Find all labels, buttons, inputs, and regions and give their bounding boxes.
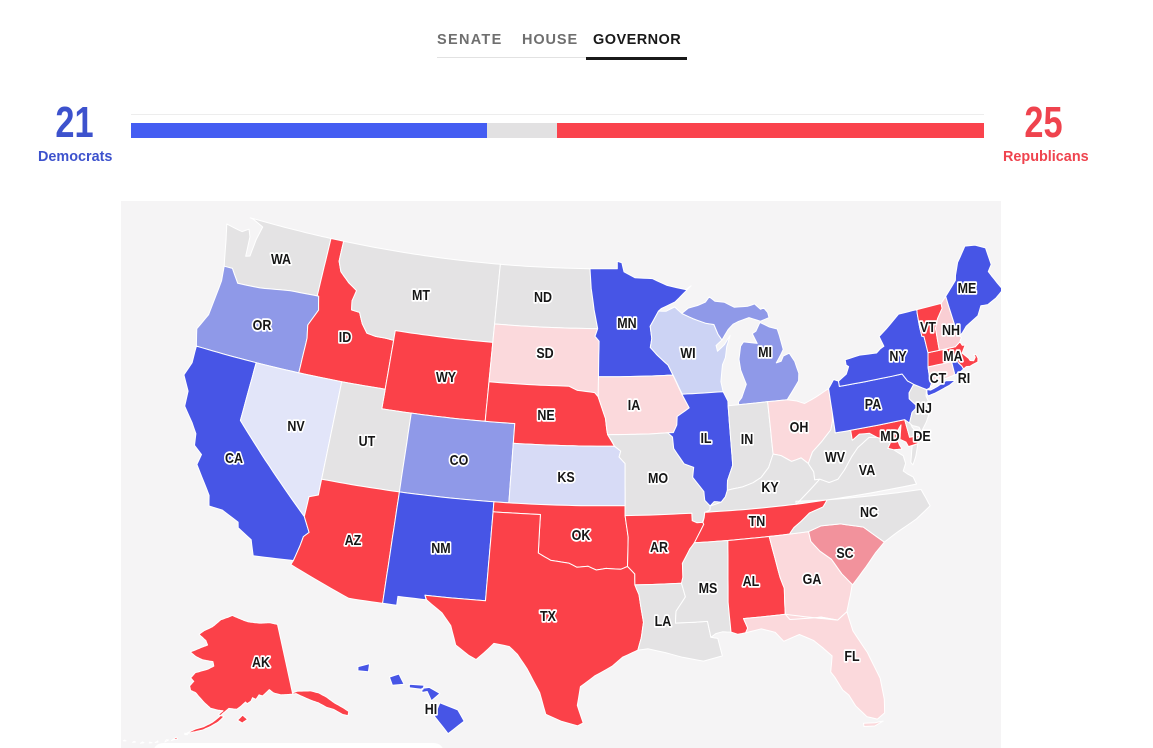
- svg-text:OR: OR: [253, 317, 272, 333]
- svg-text:NV: NV: [287, 418, 304, 434]
- svg-text:KS: KS: [557, 469, 574, 485]
- svg-text:GA: GA: [803, 571, 822, 587]
- svg-text:MS: MS: [699, 580, 718, 596]
- svg-text:AR: AR: [650, 539, 668, 555]
- svg-text:NH: NH: [942, 322, 960, 338]
- svg-text:LA: LA: [655, 613, 672, 629]
- svg-text:NJ: NJ: [916, 400, 932, 416]
- svg-text:WA: WA: [271, 251, 291, 267]
- svg-text:UT: UT: [359, 433, 376, 449]
- svg-text:CO: CO: [450, 452, 469, 468]
- svg-text:KY: KY: [761, 479, 778, 495]
- svg-text:IA: IA: [628, 397, 641, 413]
- svg-text:OK: OK: [572, 527, 591, 543]
- svg-text:SC: SC: [836, 545, 854, 561]
- svg-text:WY: WY: [436, 369, 456, 385]
- svg-text:RI: RI: [958, 370, 970, 386]
- svg-text:HI: HI: [425, 701, 437, 717]
- svg-text:MN: MN: [617, 315, 636, 331]
- svg-text:NC: NC: [860, 504, 878, 520]
- svg-text:MA: MA: [943, 348, 963, 364]
- svg-text:ME: ME: [958, 280, 977, 296]
- svg-text:ND: ND: [534, 289, 552, 305]
- svg-text:PA: PA: [865, 396, 882, 412]
- svg-text:MT: MT: [412, 287, 431, 303]
- svg-text:CA: CA: [225, 450, 243, 466]
- svg-text:IL: IL: [700, 430, 711, 446]
- svg-text:AZ: AZ: [345, 532, 362, 548]
- svg-text:OH: OH: [790, 419, 809, 435]
- svg-text:MI: MI: [758, 344, 772, 360]
- svg-text:NM: NM: [431, 540, 450, 556]
- svg-text:VA: VA: [859, 462, 876, 478]
- svg-text:MD: MD: [880, 428, 900, 444]
- svg-text:AK: AK: [252, 654, 270, 670]
- svg-text:NE: NE: [537, 407, 554, 423]
- svg-text:WI: WI: [680, 345, 695, 361]
- svg-text:DE: DE: [913, 428, 930, 444]
- svg-text:NY: NY: [889, 348, 906, 364]
- svg-text:CT: CT: [930, 370, 947, 386]
- svg-text:VT: VT: [920, 319, 937, 335]
- svg-text:MO: MO: [648, 470, 668, 486]
- svg-text:TX: TX: [540, 608, 556, 624]
- svg-text:WV: WV: [825, 449, 845, 465]
- svg-text:AL: AL: [743, 573, 760, 589]
- svg-text:FL: FL: [844, 648, 859, 664]
- svg-text:ID: ID: [339, 329, 352, 345]
- svg-text:SD: SD: [536, 345, 554, 361]
- svg-text:TN: TN: [749, 513, 766, 529]
- svg-text:IN: IN: [741, 431, 753, 447]
